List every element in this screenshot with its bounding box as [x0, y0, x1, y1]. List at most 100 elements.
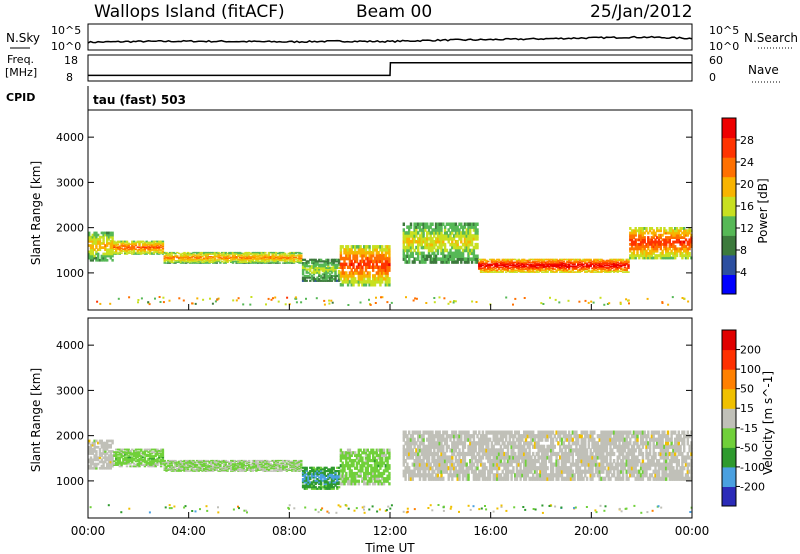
echo-cell — [350, 277, 353, 281]
echo-cell — [607, 260, 610, 263]
echo-cell — [647, 242, 650, 246]
echo-cell — [339, 277, 343, 281]
echo-cell — [197, 470, 201, 472]
echo-cell — [113, 248, 116, 250]
echo-cell — [381, 271, 384, 275]
echo-cell — [618, 267, 621, 269]
echo-cell — [312, 481, 316, 484]
echo-cell — [141, 244, 145, 247]
echo-cell — [231, 254, 235, 256]
echo-cell — [517, 270, 520, 272]
echo-cell — [188, 252, 192, 255]
echo-cell — [598, 267, 601, 269]
echo-cell — [501, 271, 504, 273]
echo-cell — [242, 468, 245, 470]
echo-cell — [314, 487, 317, 490]
echo-cell — [339, 262, 343, 267]
echo-cell — [323, 482, 326, 486]
echo-cell — [526, 267, 529, 269]
echo-cell — [512, 262, 515, 265]
echo-cell — [452, 222, 456, 226]
echo-cell — [625, 258, 628, 261]
echo-cell — [266, 260, 269, 263]
echo-cell — [582, 259, 585, 262]
echo-cell — [199, 466, 202, 468]
echo-cell — [638, 254, 641, 258]
echo-cell — [514, 264, 517, 267]
echo-cell — [621, 269, 625, 271]
echo-cell — [118, 448, 121, 451]
echo-cell — [141, 245, 145, 248]
echo-cell — [106, 250, 109, 254]
echo-cell — [681, 251, 684, 255]
echo-cell — [131, 241, 134, 244]
echo-cell — [291, 252, 294, 255]
echo-cell — [305, 473, 308, 476]
echo-cell — [233, 464, 236, 466]
echo-cell — [179, 253, 183, 255]
echo-cell — [237, 256, 240, 258]
echo-cell — [199, 252, 202, 255]
echo-cell — [327, 260, 330, 263]
echo-cell — [262, 464, 265, 467]
echo-cell — [124, 453, 127, 456]
echo-cell — [231, 466, 235, 468]
echo-cell — [434, 225, 438, 229]
echo-cell — [375, 265, 378, 269]
echo-cell — [318, 274, 321, 278]
echo-cell — [140, 248, 143, 250]
echo-cell — [650, 254, 654, 258]
echo-cell — [181, 463, 184, 465]
echo-cell — [578, 269, 582, 271]
echo-cell — [582, 268, 585, 270]
echo-cell — [246, 261, 249, 263]
echo-cell — [319, 486, 323, 489]
echo-cell — [221, 462, 224, 464]
echo-cell — [318, 258, 321, 261]
echo-cell — [456, 231, 459, 235]
echo-speck — [386, 301, 389, 304]
echo-cell — [100, 458, 103, 462]
echo-cell — [578, 270, 582, 272]
echo-cell — [476, 237, 479, 241]
echo-cell — [341, 283, 344, 287]
echo-cell — [217, 459, 220, 462]
echo-cell — [663, 242, 666, 246]
echo-cell — [282, 468, 285, 470]
echo-cell — [485, 265, 488, 268]
echo-cell — [442, 251, 445, 256]
echo-cell — [535, 264, 538, 267]
echo-cell — [116, 253, 120, 255]
echo-cell — [675, 231, 679, 235]
echo-cell — [230, 256, 233, 259]
echo-cell — [312, 271, 316, 274]
echo-cell — [172, 468, 175, 470]
echo-cell — [143, 448, 147, 451]
echo-cell — [523, 268, 526, 270]
echo-cell — [559, 267, 562, 269]
echo-speck — [359, 301, 362, 304]
echo-cell — [659, 233, 662, 237]
echo-cell — [273, 459, 276, 462]
echo-cell — [156, 246, 159, 248]
echo-cell — [104, 466, 107, 470]
echo-cell — [177, 470, 181, 472]
echo-cell — [422, 251, 425, 256]
echo-cell — [131, 456, 134, 459]
echo-speck — [592, 301, 595, 304]
echo-cell — [165, 469, 168, 471]
echo-cell — [170, 260, 174, 262]
echo-cell — [258, 464, 262, 466]
echo-cell — [533, 267, 537, 269]
echo-cell — [138, 240, 141, 243]
echo-cell — [641, 249, 645, 253]
echo-cell — [517, 266, 520, 269]
echo-cell — [620, 267, 623, 269]
echo-cell — [474, 222, 477, 226]
echo-cell — [291, 464, 294, 466]
echo-cell — [91, 252, 94, 256]
echo-cell — [278, 256, 281, 258]
echo-speck — [454, 300, 457, 303]
echo-cell — [185, 262, 188, 264]
echo-cell — [124, 253, 127, 255]
